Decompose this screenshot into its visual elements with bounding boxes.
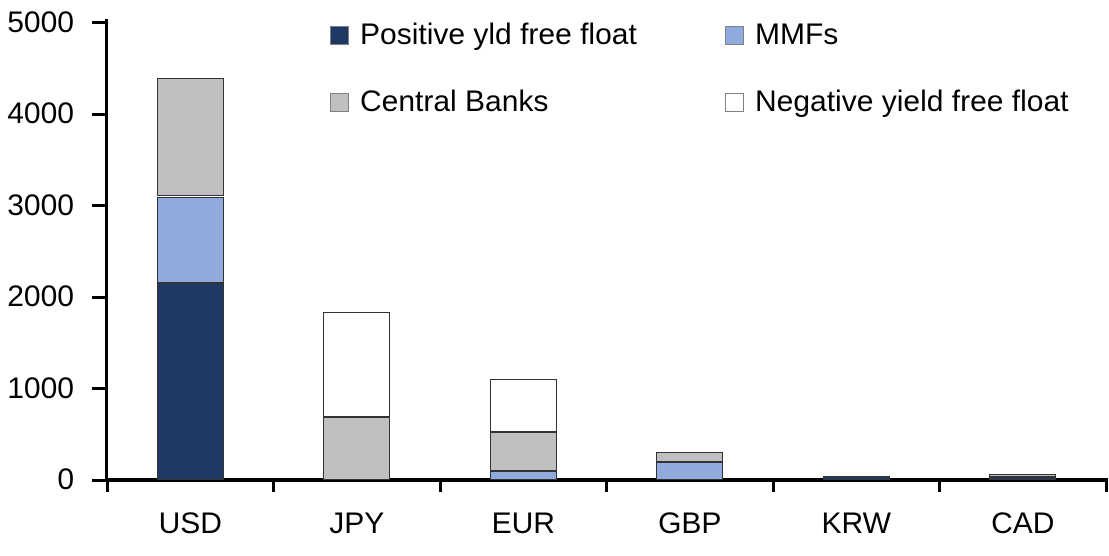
legend-swatch-mmfs [725, 25, 744, 45]
x-category-label-gbp: GBP [658, 507, 722, 540]
y-axis-tick [92, 478, 105, 482]
bar-segment-krw-positive-yld-free-float [822, 476, 890, 480]
bar-segment-cad-positive-yld-free-float [989, 477, 1057, 480]
x-axis-tick [938, 478, 941, 492]
y-tick-label: 3000 [7, 188, 74, 222]
y-tick-label: 5000 [7, 5, 74, 39]
x-category-label-cad: CAD [991, 507, 1055, 540]
x-axis-tick [605, 478, 608, 492]
bar-segment-eur-central-banks [489, 432, 557, 471]
bar-segment-usd-positive-yld-free-float [156, 283, 224, 480]
y-axis-tick [92, 204, 105, 208]
y-tick-label: 1000 [7, 371, 74, 405]
bar-segment-eur-negative-yield-free-float [489, 379, 557, 433]
legend-item-central-banks: Central Banks [330, 84, 548, 120]
bar-segment-usd-central-banks [156, 77, 224, 197]
y-tick-label: 0 [57, 463, 74, 496]
y-axis-tick [92, 112, 105, 116]
x-axis-tick [1104, 478, 1108, 492]
legend-label: Negative yield free float [755, 85, 1069, 118]
legend-label: Central Banks [360, 85, 549, 118]
legend-swatch-negative-yield-free-float [725, 92, 744, 112]
y-axis-tick [92, 295, 105, 299]
bar-segment-jpy-negative-yield-free-float [323, 311, 391, 417]
legend-item-positive-yld-free-float: Positive yld free float [330, 17, 637, 53]
bar-segment-jpy-central-banks [323, 416, 391, 480]
x-category-label-eur: EUR [491, 507, 555, 540]
y-axis-line [105, 19, 108, 482]
y-tick-label: 4000 [7, 97, 74, 131]
x-axis-tick [771, 478, 775, 492]
y-tick-label: 2000 [7, 280, 74, 314]
x-axis-tick [272, 478, 275, 492]
legend-item-mmfs: MMFs [725, 17, 838, 53]
x-category-label-jpy: JPY [329, 507, 385, 540]
bar-segment-eur-mmfs [489, 470, 557, 480]
y-axis-tick [92, 21, 105, 25]
x-category-label-usd: USD [158, 507, 222, 540]
legend-label: MMFs [755, 18, 839, 51]
x-axis-tick [438, 478, 442, 492]
legend-swatch-central-banks [330, 92, 349, 112]
x-category-label-krw: KRW [821, 507, 891, 540]
legend-item-negative-yield-free-float: Negative yield free float [725, 84, 1069, 120]
bar-segment-cad-central-banks [989, 473, 1057, 478]
bar-segment-gbp-mmfs [656, 461, 724, 480]
legend-label: Positive yld free float [360, 18, 637, 51]
bar-segment-gbp-central-banks [656, 451, 724, 462]
legend-swatch-positive-yld-free-float [330, 25, 349, 45]
x-axis-tick [105, 478, 109, 492]
bar-segment-usd-mmfs [156, 196, 224, 284]
y-axis-tick [92, 387, 105, 391]
